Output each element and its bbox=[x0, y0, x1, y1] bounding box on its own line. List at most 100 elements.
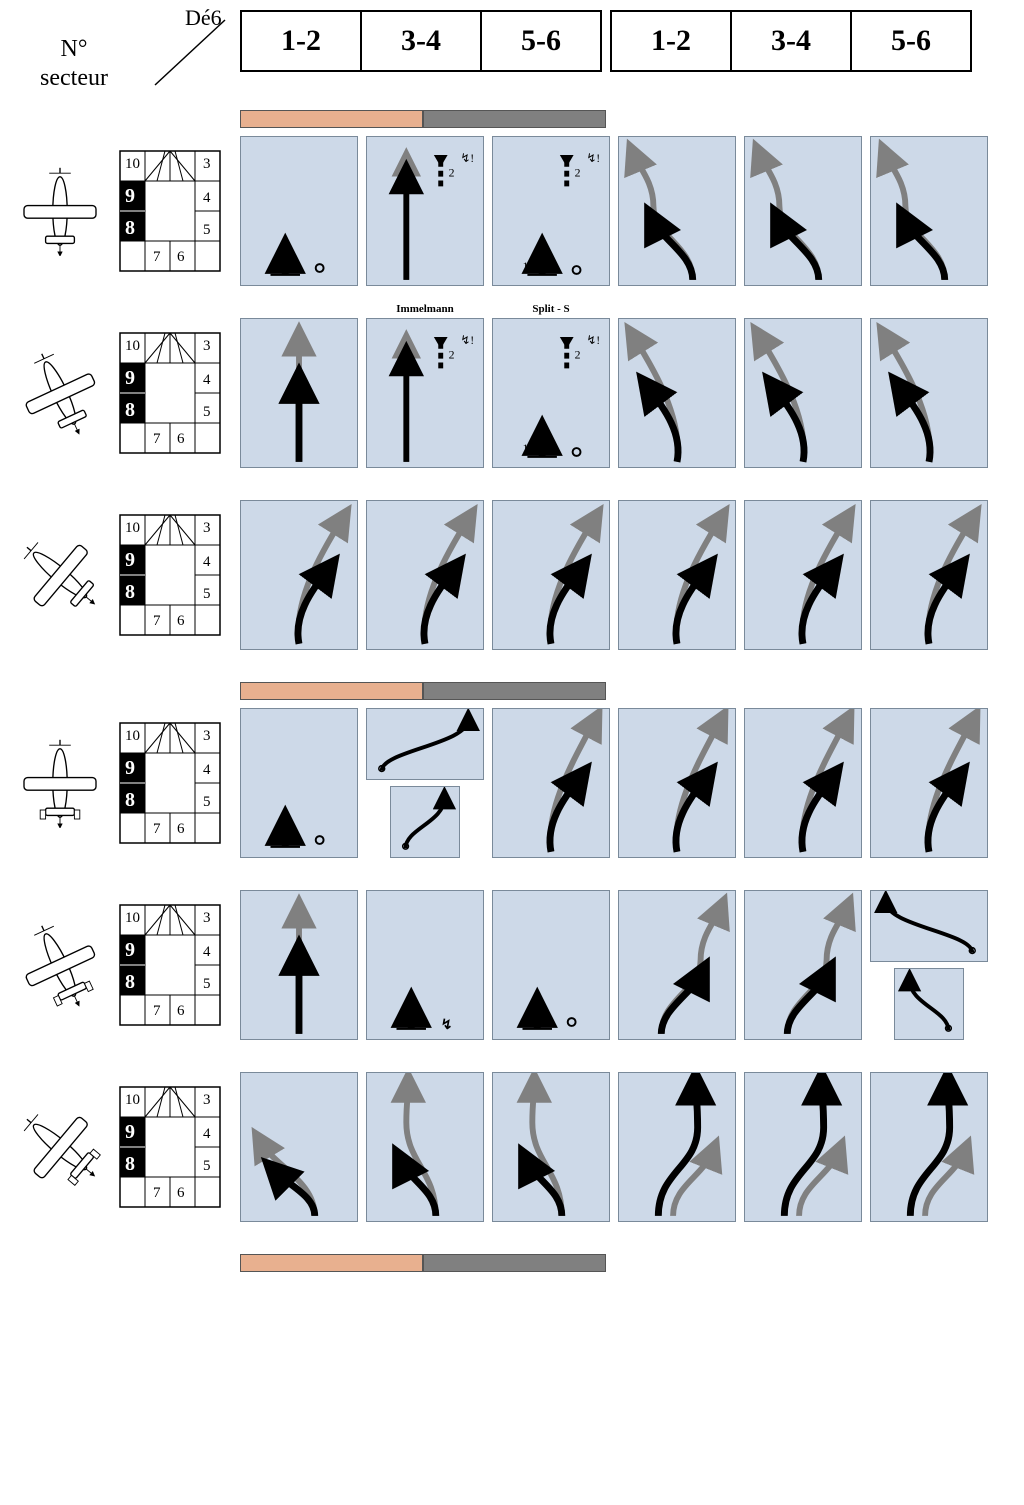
card-row: Immelmann 1 2 ↯!Split - S 2 ↯! 1 bbox=[240, 318, 988, 468]
dice-col-5: 5-6 bbox=[850, 10, 972, 72]
svg-text:8: 8 bbox=[125, 789, 135, 811]
maneuver-card bbox=[366, 500, 484, 650]
sector-diagram: 10 3 9 4 8 5 7 6 bbox=[110, 718, 230, 848]
svg-text:4: 4 bbox=[203, 944, 211, 960]
header-row: N° secteur Dé6 1-2 3-4 5-6 1-2 3-4 5-6 bbox=[10, 10, 1014, 100]
maneuver-card: 1 2 ↯! bbox=[366, 136, 484, 286]
sector-diagram: 10 3 9 4 8 5 7 6 bbox=[110, 1082, 230, 1212]
svg-text:1: 1 bbox=[522, 259, 528, 273]
svg-text:4: 4 bbox=[203, 762, 211, 778]
svg-text:9: 9 bbox=[125, 757, 135, 779]
maneuver-row-1: 10 3 9 4 8 5 7 6 Immelmann 1 2 ↯!Split -… bbox=[10, 318, 1014, 468]
svg-text:10: 10 bbox=[125, 338, 140, 354]
color-bar bbox=[240, 682, 1014, 700]
maneuver-card bbox=[744, 1072, 862, 1222]
maneuver-row-2: 10 3 9 4 8 5 7 6 bbox=[10, 500, 1014, 650]
svg-text:10: 10 bbox=[125, 728, 140, 744]
svg-text:2: 2 bbox=[575, 166, 581, 180]
sector-diagram: 10 3 9 4 8 5 7 6 bbox=[110, 900, 230, 1030]
svg-text:8: 8 bbox=[125, 971, 135, 993]
dice-col-1: 3-4 bbox=[360, 10, 482, 72]
card-row: 1 2 ↯! 2 ↯! 1 bbox=[240, 136, 988, 286]
svg-text:10: 10 bbox=[125, 910, 140, 926]
maneuver-card bbox=[366, 1072, 484, 1222]
plane-icon bbox=[10, 166, 110, 256]
svg-text:4: 4 bbox=[203, 372, 211, 388]
maneuver-card bbox=[618, 318, 736, 468]
color-bar bbox=[240, 1254, 1014, 1272]
sector-diagram: 10 3 9 4 8 5 7 6 bbox=[110, 328, 230, 458]
svg-text:10: 10 bbox=[125, 520, 140, 536]
plane-icon bbox=[10, 738, 110, 828]
svg-text:↯!: ↯! bbox=[460, 333, 474, 347]
maneuver-card bbox=[240, 318, 358, 468]
svg-text:2: 2 bbox=[575, 348, 581, 362]
svg-text:5: 5 bbox=[203, 1158, 211, 1174]
svg-text:↯: ↯ bbox=[441, 1017, 453, 1032]
maneuver-card bbox=[240, 500, 358, 650]
maneuver-card bbox=[870, 708, 988, 858]
de6-label: Dé6 bbox=[185, 5, 222, 31]
maneuver-card bbox=[870, 136, 988, 286]
svg-text:6: 6 bbox=[177, 431, 185, 447]
svg-text:6: 6 bbox=[177, 1003, 185, 1019]
sector-diagram: 10 3 9 4 8 5 7 6 bbox=[110, 146, 230, 276]
maneuver-card bbox=[744, 890, 862, 1040]
plane-icon bbox=[10, 920, 110, 1010]
svg-text:3: 3 bbox=[203, 728, 211, 744]
svg-text:6: 6 bbox=[177, 249, 185, 265]
svg-text:8: 8 bbox=[125, 1153, 135, 1175]
svg-text:3: 3 bbox=[203, 520, 211, 536]
maneuver-card bbox=[492, 890, 610, 1040]
maneuver-card: Immelmann 1 2 ↯! bbox=[366, 318, 484, 468]
svg-text:7: 7 bbox=[153, 613, 161, 629]
svg-text:7: 7 bbox=[153, 821, 161, 837]
svg-text:7: 7 bbox=[153, 249, 161, 265]
svg-text:5: 5 bbox=[203, 404, 211, 420]
svg-text:3: 3 bbox=[203, 156, 211, 172]
plane-icon bbox=[10, 1102, 110, 1192]
maneuver-card bbox=[870, 1072, 988, 1222]
maneuver-card bbox=[240, 136, 358, 286]
svg-text:8: 8 bbox=[125, 217, 135, 239]
maneuver-card: ↯ bbox=[366, 890, 484, 1040]
maneuver-card bbox=[744, 500, 862, 650]
maneuver-card bbox=[240, 890, 358, 1040]
svg-text:3: 3 bbox=[203, 338, 211, 354]
svg-text:8: 8 bbox=[125, 399, 135, 421]
svg-text:6: 6 bbox=[177, 821, 185, 837]
svg-text:2: 2 bbox=[449, 348, 455, 362]
maneuver-card bbox=[240, 708, 358, 858]
svg-text:9: 9 bbox=[125, 1121, 135, 1143]
dice-col-2: 5-6 bbox=[480, 10, 602, 72]
svg-text:4: 4 bbox=[203, 1126, 211, 1142]
maneuver-card bbox=[618, 708, 736, 858]
dice-col-4: 3-4 bbox=[730, 10, 852, 72]
maneuver-card bbox=[870, 500, 988, 650]
svg-text:3: 3 bbox=[203, 910, 211, 926]
maneuver-card-split bbox=[366, 708, 484, 858]
sector-diagram: 10 3 9 4 8 5 7 6 bbox=[110, 510, 230, 640]
svg-text:2: 2 bbox=[449, 166, 455, 180]
maneuver-row-0: 10 3 9 4 8 5 7 6 1 2 ↯! 2 ↯! 1 bbox=[10, 136, 1014, 286]
maneuver-card bbox=[618, 890, 736, 1040]
svg-text:6: 6 bbox=[177, 613, 185, 629]
dice-headers: 1-2 3-4 5-6 1-2 3-4 5-6 bbox=[240, 10, 972, 72]
svg-text:7: 7 bbox=[153, 1003, 161, 1019]
svg-text:7: 7 bbox=[153, 1185, 161, 1201]
maneuver-card bbox=[492, 708, 610, 858]
card-row: ↯ bbox=[240, 890, 988, 1040]
svg-text:10: 10 bbox=[125, 1092, 140, 1108]
svg-text:4: 4 bbox=[203, 554, 211, 570]
svg-text:↯!: ↯! bbox=[586, 151, 600, 165]
maneuver-card bbox=[744, 708, 862, 858]
svg-text:5: 5 bbox=[203, 222, 211, 238]
maneuver-row-5: 10 3 9 4 8 5 7 6 bbox=[10, 1072, 1014, 1222]
color-bar bbox=[240, 110, 1014, 128]
svg-text:1: 1 bbox=[395, 357, 401, 371]
card-row bbox=[240, 1072, 988, 1222]
svg-text:↯!: ↯! bbox=[586, 333, 600, 347]
svg-text:9: 9 bbox=[125, 939, 135, 961]
card-row bbox=[240, 500, 988, 650]
dice-col-3: 1-2 bbox=[610, 10, 732, 72]
